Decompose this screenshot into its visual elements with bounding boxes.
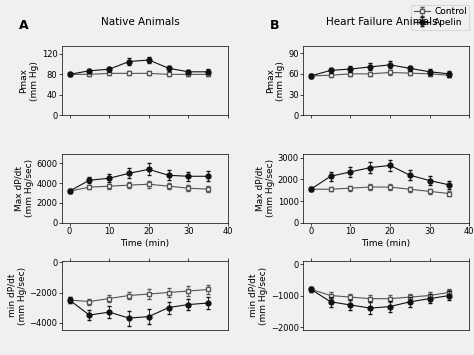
Legend: Control, Apelin: Control, Apelin (411, 5, 469, 30)
Y-axis label: Pmax
(mm Hg): Pmax (mm Hg) (19, 61, 39, 101)
X-axis label: Time (min): Time (min) (120, 239, 169, 248)
Text: B: B (270, 19, 279, 32)
Text: A: A (19, 19, 28, 32)
Y-axis label: Max dP/dt
(mm Hg/sec): Max dP/dt (mm Hg/sec) (14, 159, 34, 217)
Text: Heart Failure Animals: Heart Failure Animals (326, 17, 437, 27)
Y-axis label: min dP/dt
(mm Hg/sec): min dP/dt (mm Hg/sec) (248, 267, 268, 324)
Y-axis label: min dP/dt
(mm Hg/sec): min dP/dt (mm Hg/sec) (7, 267, 27, 324)
Y-axis label: Pmax
(mm Hg): Pmax (mm Hg) (266, 61, 285, 101)
Legend: Control, Apelin: Control, Apelin (411, 5, 469, 30)
Text: Native Animals: Native Animals (100, 17, 180, 27)
Y-axis label: Max dP/dt
(mm Hg/sec): Max dP/dt (mm Hg/sec) (255, 159, 275, 217)
X-axis label: Time (min): Time (min) (362, 239, 410, 248)
